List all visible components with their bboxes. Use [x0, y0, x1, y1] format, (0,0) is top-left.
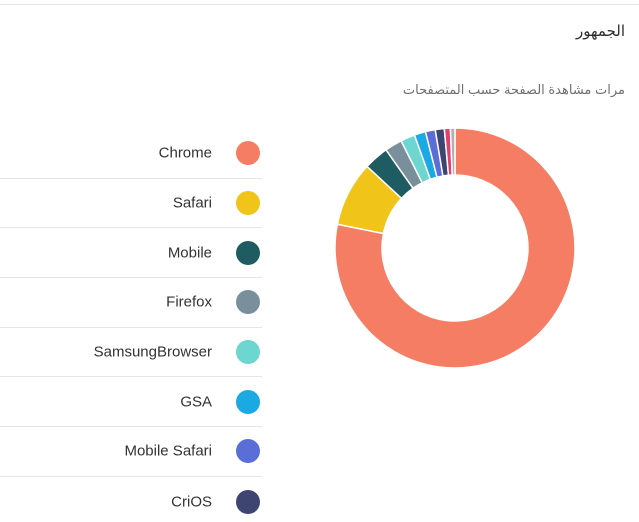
legend-label: Mobile Safari [124, 442, 212, 460]
legend-item[interactable]: CriOS [0, 477, 262, 522]
legend-swatch [236, 439, 260, 464]
legend-label: CriOS [171, 493, 212, 511]
legend-item[interactable]: Chrome [0, 129, 262, 179]
legend-label: Safari [172, 194, 212, 212]
top-divider [0, 4, 639, 5]
legend-swatch [236, 340, 260, 365]
legend-swatch [236, 290, 260, 315]
legend-label: GSA [180, 393, 212, 411]
legend-swatch [236, 489, 260, 514]
legend-item[interactable]: GSA [0, 377, 262, 428]
legend-swatch [236, 191, 260, 216]
legend-label: Firefox [166, 293, 212, 311]
donut-slice-chrome[interactable] [334, 127, 576, 369]
legend-swatch [236, 141, 260, 166]
legend-item[interactable]: Safari [0, 179, 262, 229]
legend-label: Chrome [158, 144, 212, 162]
legend-item[interactable]: Firefox [0, 278, 262, 328]
chart-subtitle: مرات مشاهدة الصفحة حسب المتصفحات [402, 82, 625, 97]
donut-slice-other-2[interactable] [449, 127, 456, 176]
legend-item[interactable]: Mobile [0, 228, 262, 279]
legend-swatch [236, 240, 260, 265]
legend-item[interactable]: SamsungBrowser [0, 328, 262, 378]
legend-label: SamsungBrowser [93, 343, 212, 361]
donut-chart [334, 127, 576, 369]
legend-swatch [236, 389, 260, 414]
legend-item[interactable]: Mobile Safari [0, 427, 262, 477]
section-title: الجمهور [576, 23, 625, 40]
chart-legend: Chrome Safari Mobile Firefox SamsungBrowser G… [0, 129, 262, 522]
legend-label: Mobile [167, 244, 212, 262]
